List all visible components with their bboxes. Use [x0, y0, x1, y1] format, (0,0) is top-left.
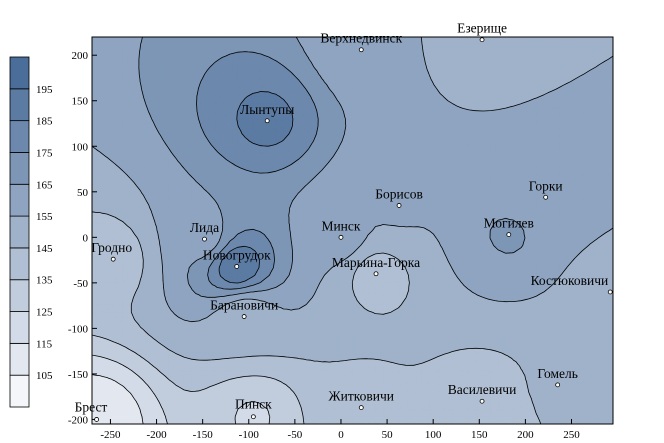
station-marker [506, 232, 512, 237]
station-marker [241, 314, 247, 319]
y-tick-label: -50 [73, 278, 88, 290]
legend-swatch-7 [9, 152, 30, 185]
contour-line-155 [92, 37, 613, 323]
station-marker [358, 47, 364, 53]
station-marker [543, 194, 549, 200]
legend: 105 115 125 135 145 155 165 175 185 195 [9, 56, 53, 408]
legend-label: 155 [36, 211, 53, 223]
legend-label: 135 [36, 275, 53, 287]
station-label: Лынтупы [240, 102, 294, 117]
y-tick-label: 100 [72, 141, 89, 153]
contour-lines [92, 37, 613, 424]
legend-label: 105 [36, 370, 53, 382]
station-label: Костюковичи [531, 273, 609, 288]
legend-swatch-6 [9, 183, 30, 217]
x-tick-label: 150 [471, 429, 488, 441]
contour-line-185 [218, 91, 294, 284]
legend-swatch-8 [9, 120, 30, 153]
station-label: Брест [75, 399, 108, 414]
station-marker [479, 37, 485, 43]
legend-label: 185 [36, 116, 53, 128]
contour-line-135 [92, 334, 305, 424]
legend-label: 195 [36, 84, 53, 96]
station-marker [202, 236, 207, 242]
station-marker [338, 234, 344, 240]
station-marker [358, 405, 364, 411]
y-tick-label: 200 [72, 50, 89, 62]
station-label: Марьина-Горка [332, 255, 420, 270]
legend-label: 145 [36, 243, 53, 255]
station-label: Новогрудок [203, 247, 271, 262]
station-marker [396, 203, 402, 208]
station-label: Лида [190, 220, 219, 235]
station-label: Гродно [91, 240, 132, 255]
contour-line-125 [92, 354, 271, 424]
x-tick-label: 0 [338, 429, 344, 441]
x-tick-label: 200 [517, 429, 534, 441]
legend-swatch-4 [9, 247, 30, 281]
contour-line-145 [92, 211, 542, 424]
y-tick-label: -200 [68, 414, 89, 426]
legend-swatch-2 [9, 311, 30, 344]
station-label: Житковичи [329, 389, 394, 404]
legend-swatch-10 [9, 56, 30, 90]
station-markers [94, 37, 613, 422]
y-tick-label: 50 [77, 187, 89, 199]
x-tick-label: 250 [563, 429, 580, 441]
legend-swatch-0 [9, 374, 30, 408]
station-label: Борисов [375, 186, 423, 201]
station-marker [250, 414, 256, 420]
station-marker [373, 271, 379, 277]
legend-swatch-3 [9, 279, 30, 312]
contour-line-175 [196, 51, 319, 290]
station-marker [94, 417, 100, 422]
station-marker [607, 289, 613, 295]
station-label: Могилев [484, 216, 534, 231]
contour-band-5 [92, 37, 613, 424]
station-label: Верхнедвинск [320, 31, 402, 46]
legend-label: 165 [36, 179, 53, 191]
x-tick-label: 50 [382, 429, 394, 441]
station-label: Горки [529, 178, 563, 193]
station-label: Василевичи [448, 382, 517, 397]
y-tick-label: 150 [72, 96, 89, 108]
legend-label: 115 [36, 338, 53, 350]
y-tick-label: -100 [68, 323, 89, 335]
y-tick-label: 0 [83, 232, 89, 244]
legend-swatch-5 [9, 215, 30, 249]
station-label: Барановичи [210, 298, 278, 313]
legend-swatch-9 [9, 88, 30, 122]
station-label: Езерище [457, 21, 507, 36]
station-marker [264, 118, 270, 124]
x-tick-label: -100 [239, 429, 260, 441]
legend-label: 175 [36, 147, 53, 159]
station-marker [234, 264, 240, 269]
station-marker [555, 382, 561, 388]
contour-line-115 [92, 374, 144, 424]
axes: -250 -200 -150 -100 -50 0 50 100 150 200 250 -200 -1… [68, 50, 580, 441]
station-label: Минск [321, 218, 360, 233]
x-tick-label: -250 [100, 429, 121, 441]
station-label: Пинск [235, 397, 272, 412]
x-tick-label: -200 [146, 429, 167, 441]
station-marker [479, 398, 485, 404]
x-tick-label: -50 [288, 429, 303, 441]
contour-band-8 [196, 51, 319, 290]
y-tick-label: -150 [68, 369, 89, 381]
station-labels: Брест Пинск Житковичи Василевичи Гомель Баран… [75, 21, 609, 415]
station-marker [110, 256, 116, 262]
x-tick-label: -150 [193, 429, 214, 441]
station-label: Гомель [537, 366, 578, 381]
legend-swatch-1 [9, 342, 30, 376]
legend-label: 125 [36, 307, 53, 319]
x-tick-label: 100 [425, 429, 442, 441]
plot-frame [91, 36, 614, 425]
contour-line-165 [138, 37, 526, 298]
